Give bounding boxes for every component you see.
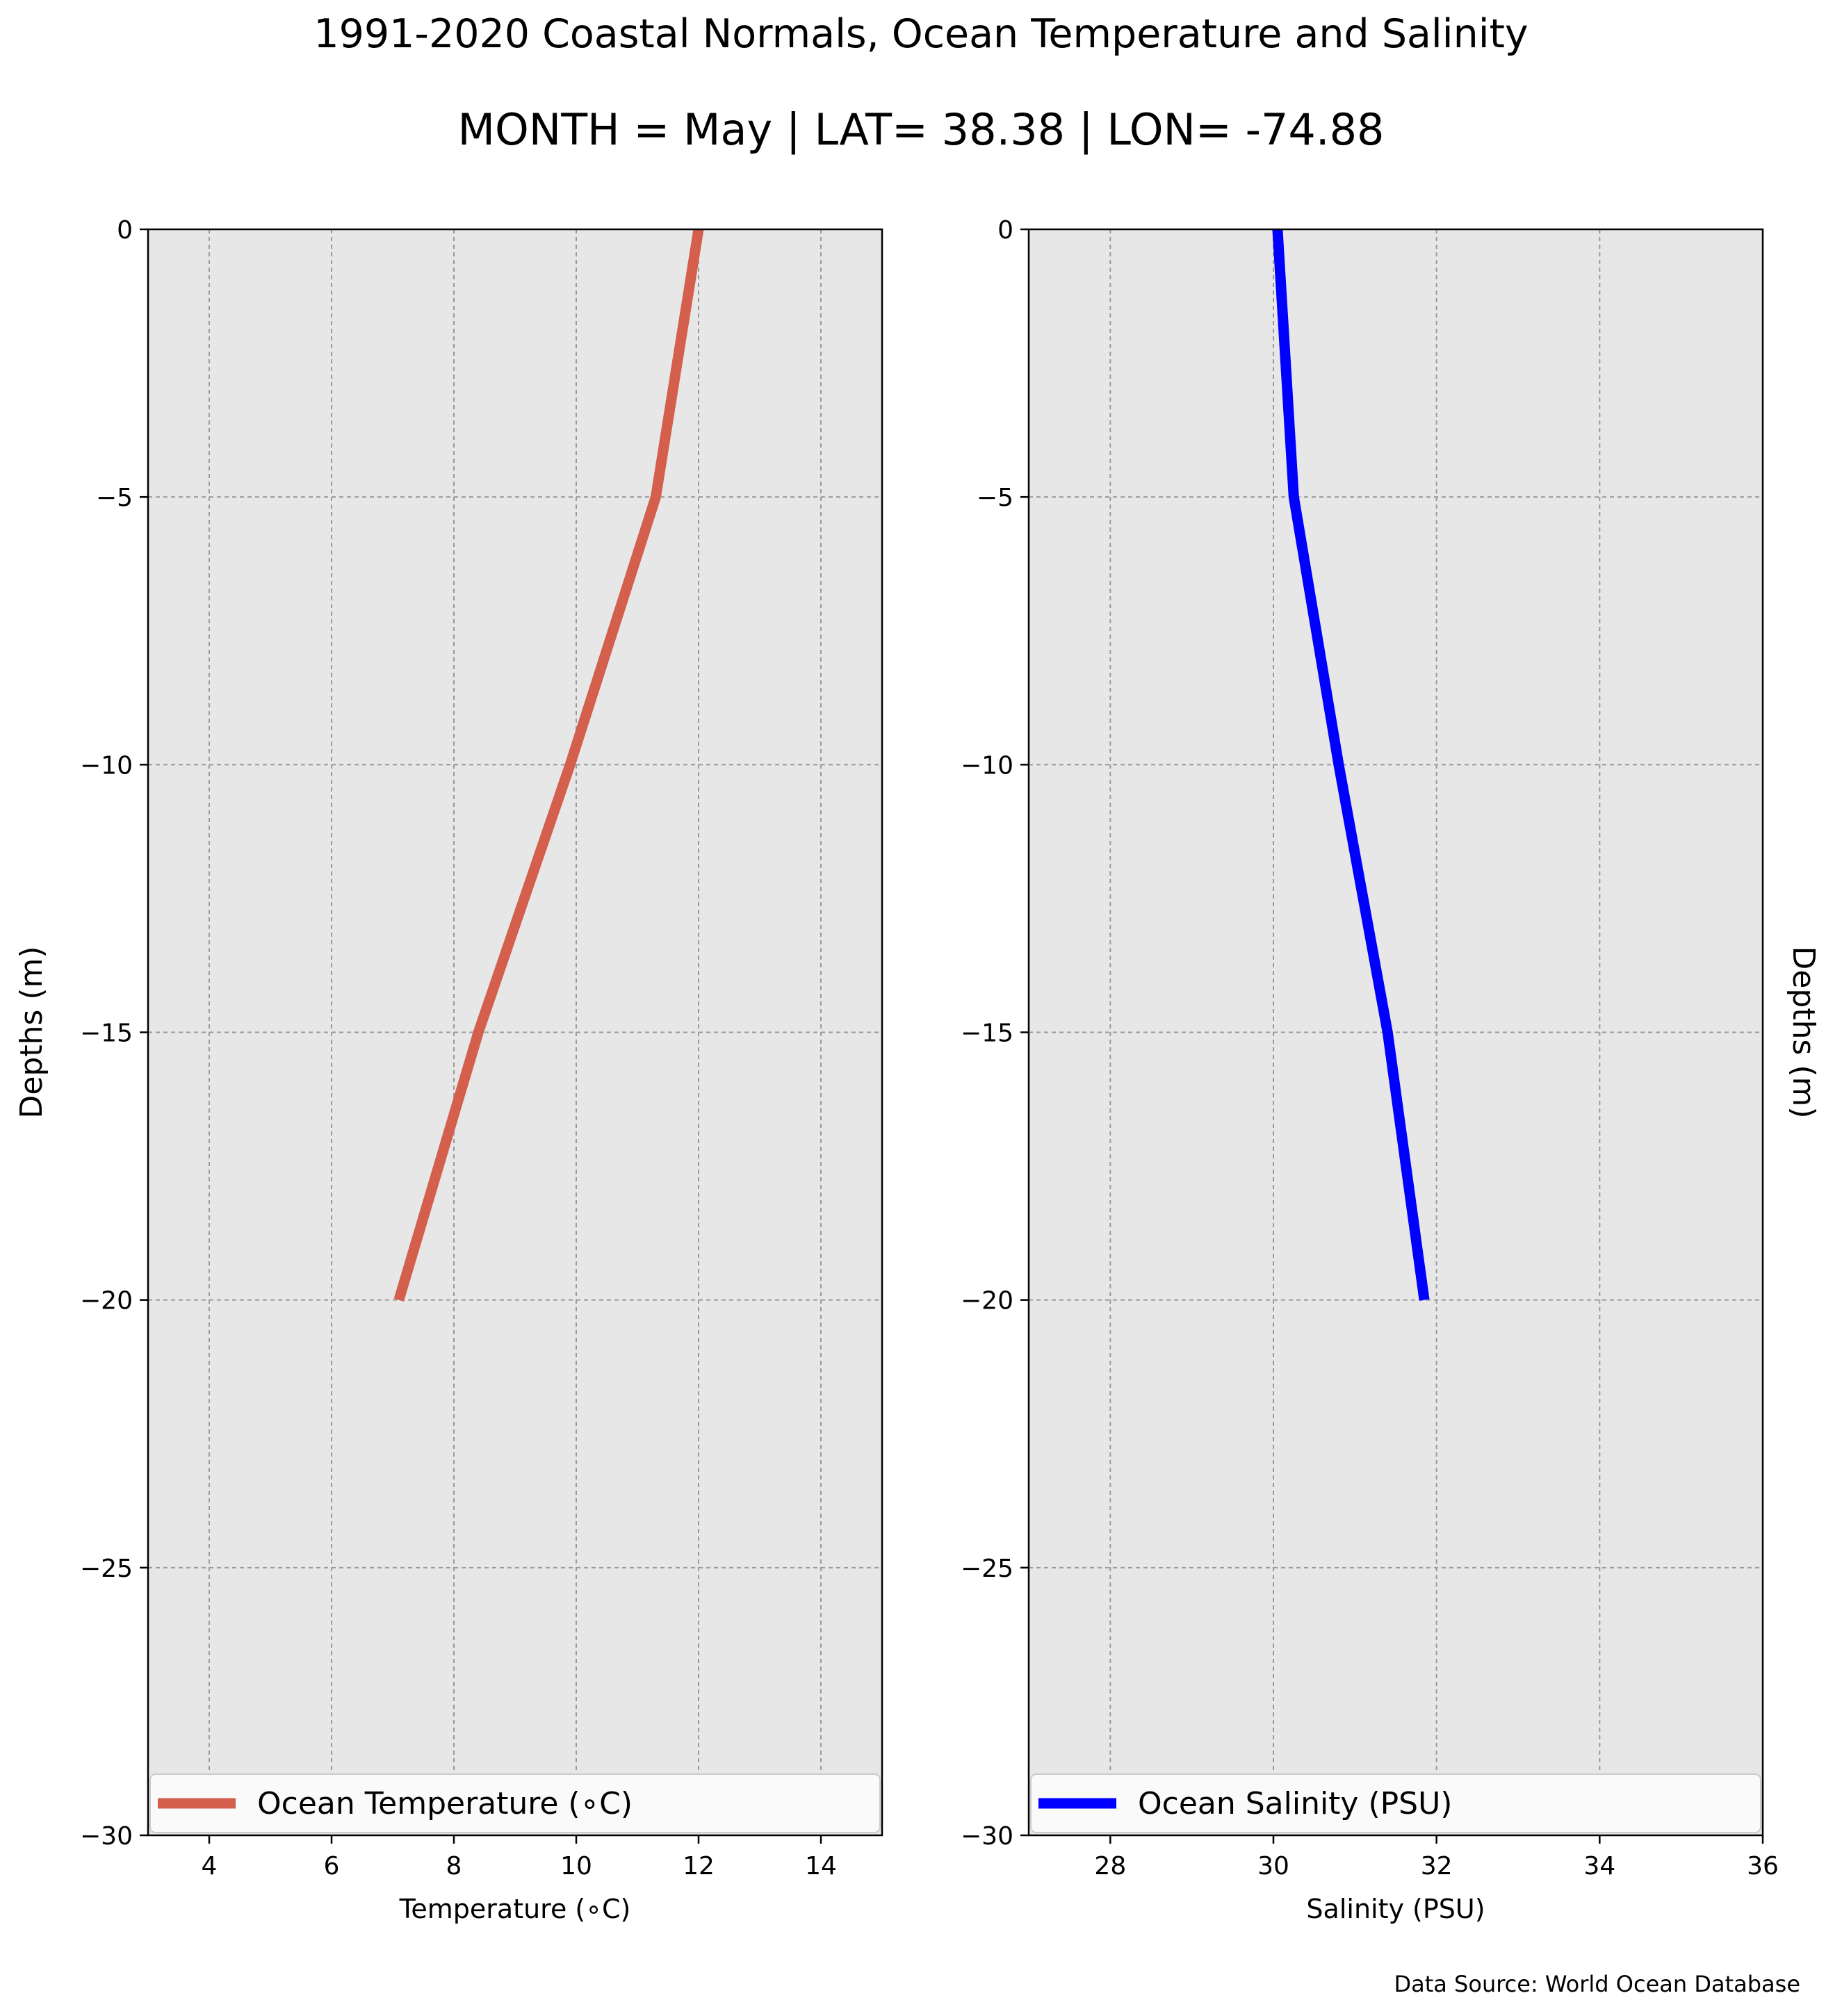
salinity-y-tick-label: −30: [961, 1822, 1013, 1851]
temperature-y-tick-label: −30: [80, 1822, 133, 1851]
temperature-x-tick-label: 6: [324, 1852, 340, 1880]
salinity-x-tick-label: 28: [1094, 1852, 1126, 1880]
salinity-x-tick-label: 34: [1583, 1852, 1615, 1880]
temperature-y-tick-label: −20: [80, 1287, 133, 1316]
temperature-x-tick-label: 8: [446, 1852, 462, 1880]
figure-subtitle: MONTH = May | LAT= 38.38 | LON= -74.88: [457, 104, 1385, 155]
temperature-x-tick-label: 4: [202, 1852, 218, 1880]
temperature-y-tick-label: −10: [80, 751, 133, 780]
salinity-series-line: [1272, 229, 1430, 1301]
salinity-legend-label: Ocean Salinity (PSU): [1138, 1786, 1452, 1821]
salinity-chart: 28 30 32 34 36 0 −5 −10 −15 −20 −25 −30 Salinity (PS…: [961, 216, 1821, 1924]
figure-title: 1991-2020 Coastal Normals, Ocean Tempera…: [313, 11, 1529, 57]
salinity-y-tick-label: −20: [961, 1287, 1013, 1316]
salinity-y-tick-label: −15: [961, 1019, 1013, 1048]
salinity-y-tick-label: −5: [977, 484, 1013, 512]
temperature-x-tick-label: 14: [805, 1852, 837, 1880]
salinity-x-axis-label: Salinity (PSU): [1306, 1894, 1485, 1924]
temperature-legend-box: [149, 1773, 881, 1833]
temperature-x-tick-label: 12: [683, 1852, 715, 1880]
salinity-y-tick-label: −25: [961, 1555, 1013, 1583]
temperature-series-line: [393, 228, 704, 1302]
temperature-y-axis-label: Depths (m): [14, 946, 49, 1118]
temperature-y-tick-label: −15: [80, 1019, 133, 1048]
salinity-y-tick-label: 0: [997, 216, 1013, 245]
salinity-x-tick-label: 30: [1257, 1852, 1289, 1880]
temperature-y-tick-label: 0: [117, 216, 133, 245]
temperature-legend-label: Ocean Temperature (∘C): [257, 1786, 633, 1821]
salinity-y-axis-label: Depths (m): [1786, 946, 1821, 1118]
temperature-legend: Ocean Temperature (∘C): [149, 1773, 881, 1833]
temperature-x-axis-label: Temperature (∘C): [399, 1894, 631, 1924]
salinity-x-tick-label: 32: [1421, 1852, 1453, 1880]
temperature-x-tick-label: 10: [560, 1852, 592, 1880]
data-source-note: Data Source: World Ocean Database: [1394, 1971, 1800, 1997]
salinity-legend: Ocean Salinity (PSU): [1030, 1773, 1761, 1833]
temperature-y-tick-label: −5: [96, 484, 133, 512]
temperature-y-tick-label: −25: [80, 1555, 133, 1583]
temperature-chart: 4 6 8 10 12 14 0 −5 −10 −15 −20 −25 −30 Temperature (…: [14, 216, 883, 1924]
salinity-legend-box: [1030, 1773, 1761, 1833]
salinity-x-tick-label: 36: [1747, 1852, 1779, 1880]
salinity-y-tick-label: −10: [961, 751, 1013, 780]
